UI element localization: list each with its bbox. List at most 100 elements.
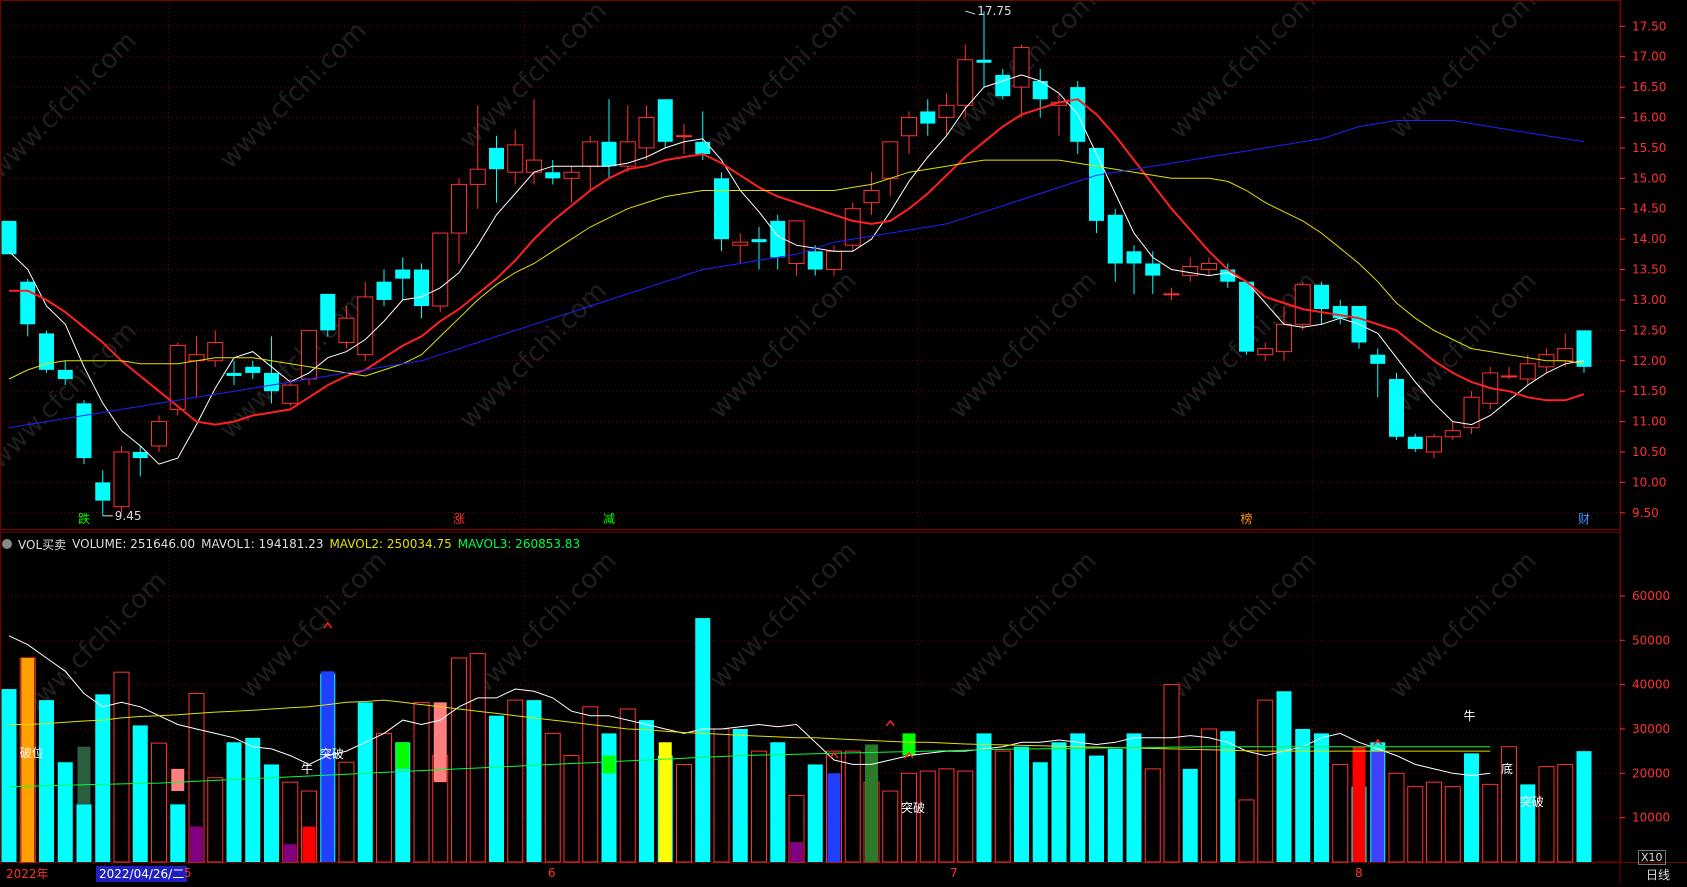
- watermark-text: www.cfchi.com: [704, 0, 863, 155]
- event-marker: 财: [1578, 512, 1590, 526]
- candle-body: [507, 144, 524, 173]
- price-tick-label: 16.00: [1632, 111, 1666, 125]
- candle-body: [582, 141, 599, 167]
- volume-bar: [1501, 746, 1517, 863]
- candle-body: [770, 220, 786, 258]
- signal-volume-bar: [827, 773, 841, 862]
- volume-bar: [413, 701, 430, 863]
- watermark-text: www.cfchi.com: [944, 266, 1103, 425]
- volume-tick-label: 30000: [1632, 722, 1670, 736]
- candle-body: [264, 372, 279, 392]
- mavol-line-mavol3: [8, 746, 1491, 788]
- candle-body: [357, 296, 374, 356]
- volume-bar: [1444, 786, 1461, 863]
- watermark-text: www.cfchi.com: [1384, 546, 1543, 705]
- volume-tick-label: 60000: [1632, 589, 1670, 603]
- watermark-text: www.cfchi.com: [704, 266, 863, 425]
- x10-button[interactable]: X10: [1638, 850, 1666, 865]
- event-marker: 减: [603, 512, 615, 526]
- signal-volume-bar: [321, 671, 335, 862]
- volume-bar: [76, 804, 92, 862]
- signal-label: 底: [1501, 761, 1513, 776]
- volume-bar: [1220, 731, 1236, 862]
- candle-body: [545, 172, 561, 179]
- volume-bar: [1070, 733, 1086, 862]
- extreme-label: 17.75: [977, 4, 1011, 18]
- candle-body: [1314, 284, 1329, 310]
- volume-bar: [1257, 699, 1274, 863]
- candle-body: [695, 141, 711, 154]
- volume-bar: [1407, 786, 1424, 863]
- volume-bar: [526, 700, 542, 862]
- candle-body: [976, 59, 992, 63]
- volume-bar: [770, 742, 786, 862]
- volume-bar: [544, 732, 561, 863]
- candle-body: [807, 251, 823, 270]
- candle-body: [226, 372, 242, 376]
- volume-bar: [582, 706, 599, 863]
- candle-body: [301, 329, 317, 380]
- volume-bar: [507, 699, 524, 863]
- candle-body: [882, 141, 899, 179]
- candle-body: [619, 141, 636, 167]
- volume-bar: [264, 764, 279, 862]
- candle-body: [395, 269, 411, 279]
- price-tick-label: 14.50: [1632, 202, 1666, 216]
- candle-body: [714, 178, 729, 240]
- volume-bar: [639, 720, 654, 862]
- ma-line-ma20: [8, 159, 1585, 380]
- candle-body: [169, 345, 186, 410]
- mavol3-value: MAVOL3: 260853.83: [457, 537, 581, 551]
- candle-body: [1182, 266, 1199, 277]
- signal-volume-bar: [171, 768, 185, 792]
- signal-volume-bar: [433, 702, 447, 783]
- volume-bar: [170, 804, 186, 862]
- extreme-pointer: [965, 10, 976, 15]
- volume-bar: [1314, 733, 1329, 862]
- candle-body: [1163, 293, 1180, 296]
- extreme-label: 9.45: [115, 509, 142, 523]
- volume-bar: [695, 618, 711, 862]
- candle-body: [207, 342, 224, 362]
- volume-bar: [844, 750, 861, 863]
- candle-body: [376, 281, 392, 300]
- volume-bar: [1182, 768, 1198, 862]
- signal-label: 突破: [901, 800, 925, 815]
- volume-bar: [226, 742, 242, 862]
- signal-volume-bar: [902, 733, 916, 756]
- candle-body: [151, 421, 167, 447]
- candle-body: [901, 117, 917, 137]
- mavol1-value: MAVOL1: 194181.23: [201, 537, 324, 551]
- volume-bar: [1238, 799, 1255, 863]
- candle-body: [469, 168, 486, 185]
- volume-bar: [1089, 755, 1104, 862]
- period-label[interactable]: 日线: [1646, 868, 1671, 882]
- signal-label: 突破: [320, 746, 344, 761]
- volume-bar: [1295, 728, 1311, 862]
- price-tick-label: 17.50: [1632, 19, 1666, 33]
- ma-line-ma5: [8, 74, 1585, 465]
- price-tick-label: 10.50: [1632, 445, 1666, 459]
- volume-bar: [957, 770, 974, 863]
- signal-label: 牛: [301, 761, 313, 776]
- candle-body: [39, 333, 54, 370]
- volume-bar: [1032, 762, 1048, 862]
- watermark-text: www.cfchi.com: [1384, 0, 1543, 145]
- year-label: 2022年: [6, 867, 49, 881]
- volume-tick-label: 40000: [1632, 678, 1670, 692]
- candle-body: [414, 269, 429, 307]
- signal-arrow-icon: [323, 621, 333, 629]
- volume-bar: [1538, 766, 1555, 863]
- volume-bar: [1201, 728, 1217, 863]
- candle-body: [601, 141, 617, 167]
- indicator-menu-icon[interactable]: [2, 539, 12, 549]
- event-marker: 跌: [78, 511, 90, 526]
- volume-bar: [919, 770, 936, 863]
- mavol2-value: MAVOL2: 250034.75: [329, 537, 452, 551]
- volume-tick-label: 20000: [1632, 766, 1670, 780]
- signal-arrow-icon: [1373, 738, 1383, 746]
- price-tick-label: 12.50: [1632, 323, 1666, 337]
- volume-value: VOLUME: 251646.00: [72, 537, 196, 551]
- indicator-name[interactable]: VOL买卖: [18, 537, 67, 552]
